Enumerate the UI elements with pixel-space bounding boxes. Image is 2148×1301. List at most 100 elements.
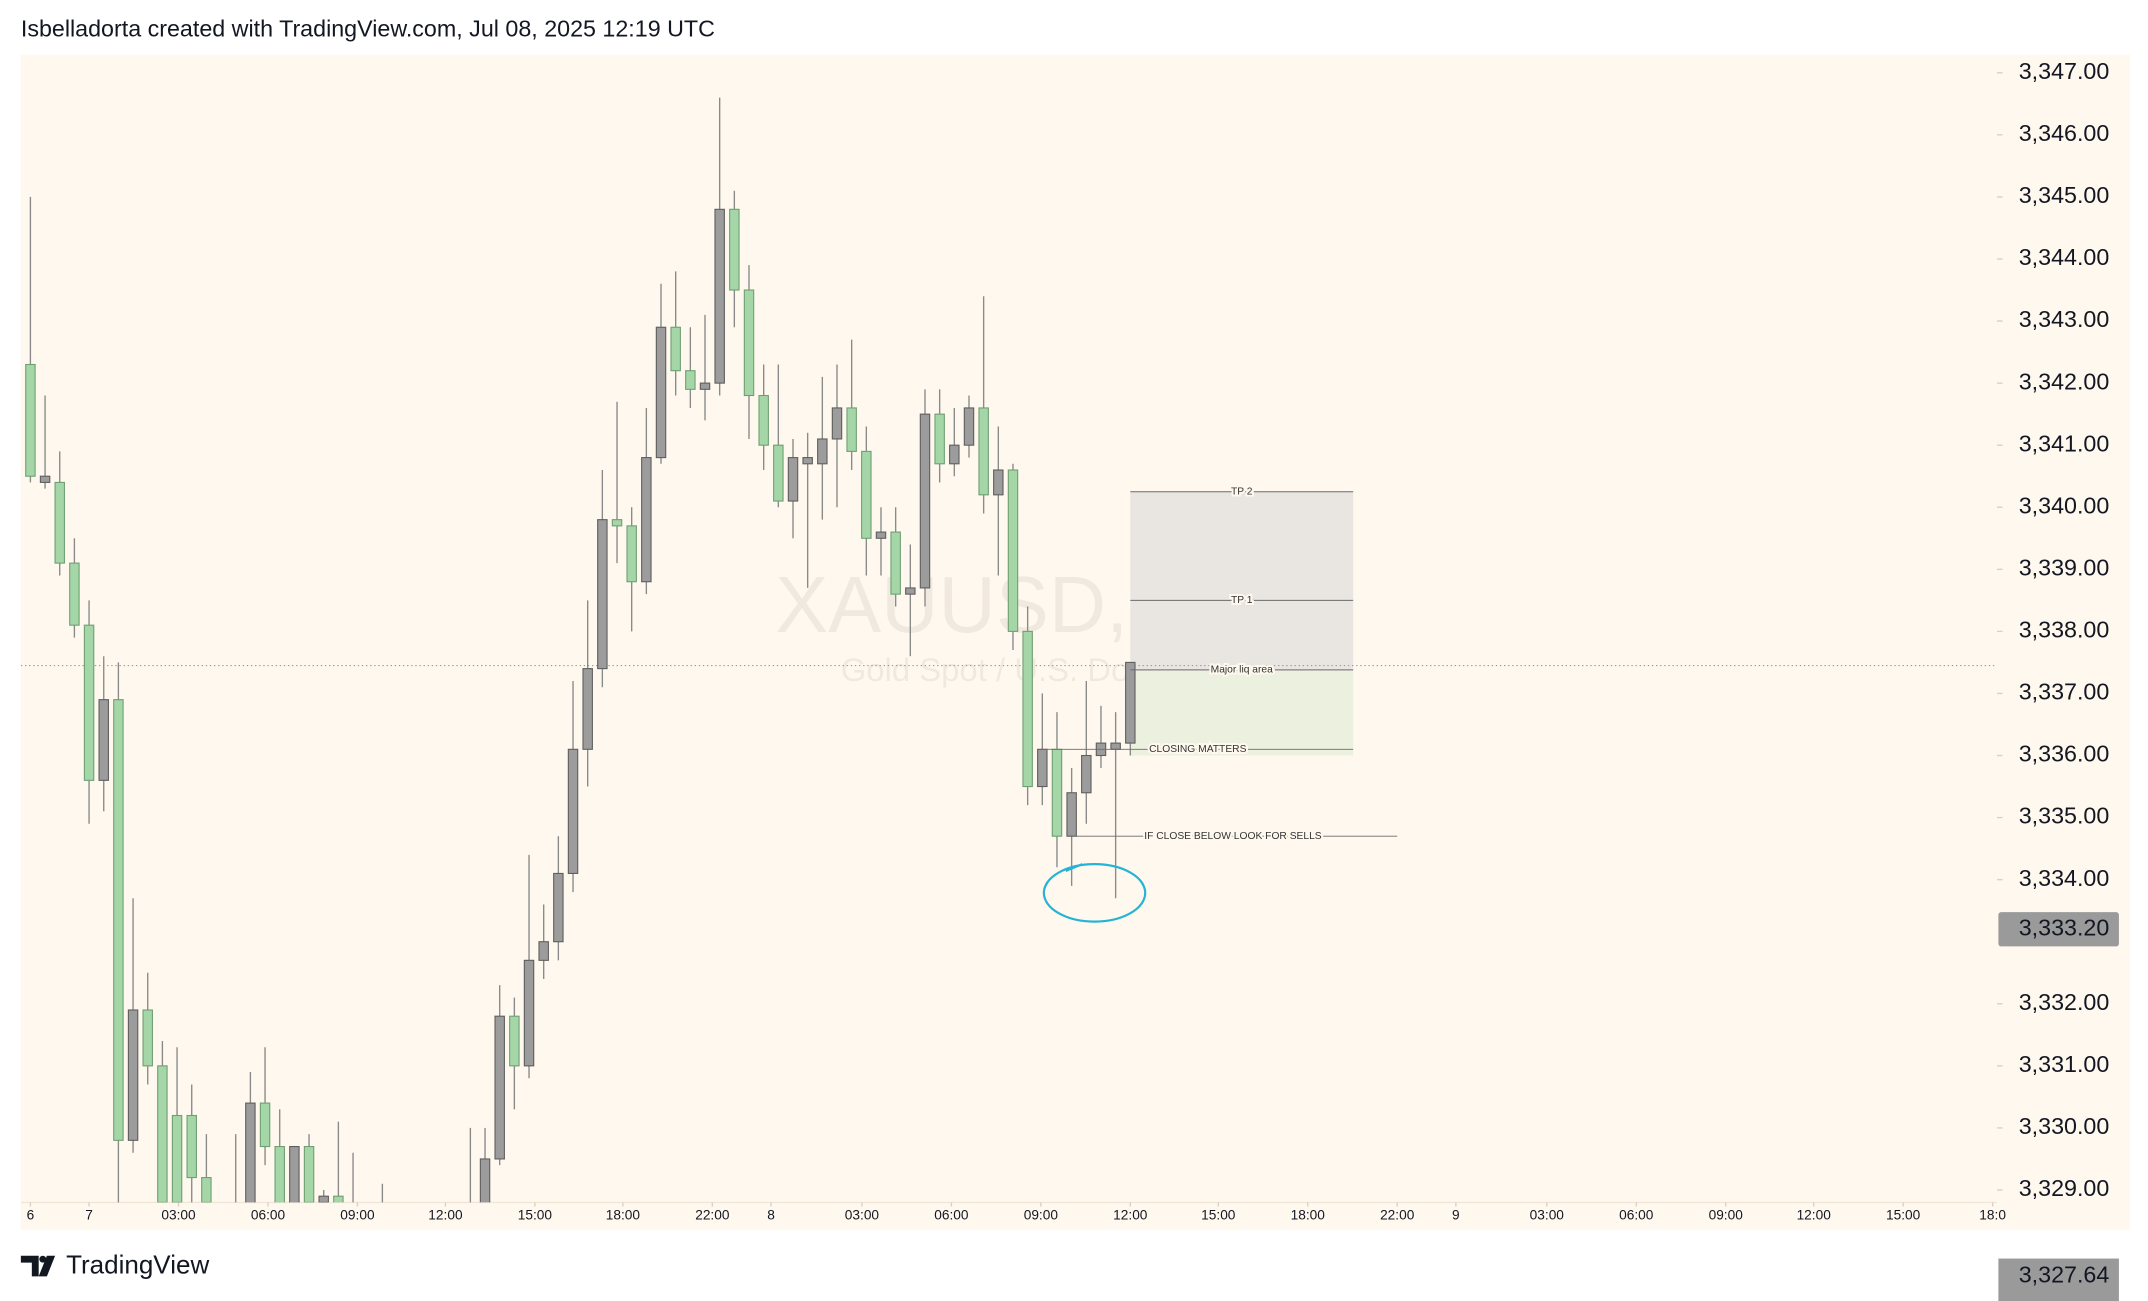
- y-tick-label: 3,346.00: [2019, 120, 2110, 146]
- candle-body: [186, 1114, 197, 1179]
- annotation-label: TP 1: [1231, 595, 1253, 606]
- y-tick-label: 3,329.00: [2019, 1175, 2110, 1201]
- x-tick-label: 18:00: [1291, 1208, 1326, 1223]
- x-tick-label: 22:00: [1380, 1208, 1415, 1223]
- y-tick-label: 3,341.00: [2019, 430, 2110, 456]
- candle-body: [1051, 748, 1063, 837]
- candle-body: [274, 1145, 285, 1203]
- candle-body: [626, 525, 637, 583]
- zone: [1130, 671, 1354, 756]
- x-tick-label: 06:00: [934, 1208, 969, 1223]
- candle-body: [787, 457, 799, 502]
- candle-body: [597, 519, 608, 670]
- candle-body: [802, 457, 813, 465]
- y-tick-label: 3,334.00: [2019, 865, 2110, 891]
- x-tick-label: 15:00: [518, 1208, 553, 1223]
- x-tick-label: 12:00: [428, 1208, 463, 1223]
- brand-name: TradingView: [66, 1250, 209, 1280]
- x-tick-label: 03:00: [161, 1208, 196, 1223]
- candle-body: [934, 413, 945, 465]
- candle-body: [142, 1009, 153, 1067]
- candle-body: [289, 1145, 300, 1203]
- candle-body: [127, 1009, 139, 1141]
- candle-body: [685, 370, 696, 390]
- y-tick-label: 3,331.00: [2019, 1051, 2110, 1077]
- x-tick-label: 18:0: [1979, 1208, 2006, 1223]
- candle-body: [1066, 792, 1077, 837]
- candle-body: [905, 587, 916, 595]
- candle-body: [523, 959, 535, 1067]
- candle-body: [1110, 742, 1121, 750]
- candles: [20, 97, 1998, 1203]
- x-tick-label: 09:00: [340, 1208, 375, 1223]
- x-tick-label: 12:00: [1797, 1208, 1832, 1223]
- candle-body: [670, 326, 681, 372]
- price-badge-label: 3,333.20: [2019, 914, 2110, 940]
- y-tick-label: 3,330.00: [2019, 1113, 2110, 1139]
- candle-body: [699, 382, 711, 390]
- y-tick-label: 3,347.00: [2019, 58, 2110, 84]
- candle-body: [479, 1158, 491, 1203]
- candle-body: [171, 1114, 183, 1203]
- candle-body: [39, 475, 51, 483]
- y-tick-label: 3,339.00: [2019, 554, 2110, 580]
- chart-pane: [20, 54, 1998, 1230]
- x-tick-label: 15:00: [1201, 1208, 1236, 1223]
- annotation-label: Major liq area: [1211, 665, 1273, 676]
- candle-body: [69, 562, 80, 626]
- y-tick-label: 3,344.00: [2019, 244, 2110, 270]
- candle-body: [201, 1177, 212, 1203]
- candle-body: [98, 699, 109, 781]
- candle-body: [1007, 469, 1019, 632]
- watermark-subtitle: Gold Spot / U.S. Dollar: [841, 651, 1173, 688]
- candle-body: [245, 1102, 256, 1203]
- lower-badge: [1998, 1258, 2119, 1301]
- candle-body: [83, 624, 95, 781]
- x-tick-label: 12:00: [1113, 1208, 1148, 1223]
- x-tick-label: 15:00: [1886, 1208, 1921, 1223]
- candle-body: [978, 407, 989, 496]
- x-tick-label: 09:00: [1709, 1208, 1744, 1223]
- candle-body: [743, 289, 755, 397]
- annotation-label: TP 2: [1231, 486, 1253, 497]
- zones: [1130, 491, 1354, 756]
- lower-badge-label: 3,327.64: [2019, 1262, 2110, 1288]
- y-tick-label: 3,340.00: [2019, 492, 2110, 518]
- candle-body: [1037, 748, 1048, 788]
- x-tick-label: 03:00: [1530, 1208, 1565, 1223]
- candle-body: [949, 444, 960, 465]
- candle-body: [993, 469, 1004, 496]
- candle-body: [25, 363, 36, 477]
- candle-body: [641, 457, 652, 583]
- candle-body: [54, 481, 65, 564]
- brand-logo: [20, 1255, 56, 1277]
- x-tick-label: 03:00: [845, 1208, 880, 1223]
- candle-body: [333, 1195, 344, 1203]
- price-axis: [1997, 54, 2130, 1230]
- y-tick-label: 3,342.00: [2019, 368, 2110, 394]
- candle-body: [773, 444, 784, 502]
- header-text: Isbelladorta created with TradingView.co…: [21, 15, 715, 41]
- candle-body: [714, 208, 725, 384]
- candle-body: [1022, 630, 1033, 788]
- y-tick-label: 3,332.00: [2019, 989, 2110, 1015]
- y-tick-label: 3,338.00: [2019, 617, 2110, 643]
- x-tick-label: 9: [1452, 1208, 1460, 1223]
- candle-body: [963, 407, 975, 446]
- y-tick-label: 3,337.00: [2019, 679, 2110, 705]
- candle-body: [846, 407, 857, 452]
- overlay: 3,329.00 3,330.00 3,331.00 3,332.00 3,334.00…: [27, 58, 2119, 1301]
- highlight-circle: [1042, 863, 1147, 923]
- y-tick-label: 3,343.00: [2019, 306, 2110, 332]
- candle-body: [1081, 754, 1092, 794]
- candle-body: [567, 748, 579, 874]
- candle-body: [831, 407, 843, 440]
- x-tick-label: 22:00: [695, 1208, 730, 1223]
- y-tick-label: 3,336.00: [2019, 741, 2110, 767]
- candle-body: [259, 1102, 271, 1148]
- x-tick-label: 8: [767, 1208, 775, 1223]
- x-tick-label: 06:00: [251, 1208, 286, 1223]
- candle-body: [318, 1195, 329, 1203]
